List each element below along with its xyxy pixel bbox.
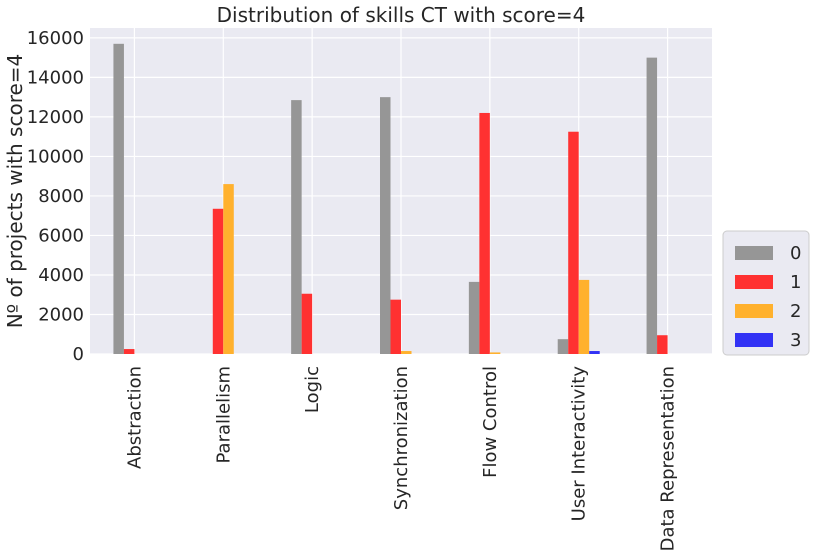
bar-1-abstraction	[124, 349, 135, 354]
bar-0-abstraction	[113, 44, 124, 354]
y-tick-label: 12000	[27, 107, 84, 128]
y-tick-label: 0	[73, 344, 84, 365]
y-tick-label: 10000	[27, 146, 84, 167]
legend-label-2: 2	[790, 301, 801, 322]
legend-label-1: 1	[790, 272, 801, 293]
y-tick-label: 2000	[38, 304, 84, 325]
x-axis: Abstraction Parallelism Logic Synchronizati…	[124, 366, 678, 552]
legend-label-0: 0	[790, 243, 801, 264]
bar-3-user-interactivity	[589, 351, 600, 354]
y-tick-label: 16000	[27, 28, 84, 49]
bar-0-logic	[291, 100, 302, 354]
y-axis-label: Nº of projects with score=4	[3, 54, 27, 329]
bar-0-data-representation	[647, 58, 658, 354]
legend-label-3: 3	[790, 330, 801, 351]
legend: 0 1 2 3	[723, 231, 809, 355]
bar-2-synchronization	[401, 351, 412, 354]
y-tick-label: 6000	[38, 225, 84, 246]
x-tick-label: Logic	[302, 366, 323, 413]
y-tick-label: 8000	[38, 186, 84, 207]
legend-swatch-0	[735, 246, 773, 260]
bar-2-flow-control	[490, 352, 501, 354]
bar-1-flow-control	[479, 113, 490, 354]
x-tick-label: User Interactivity	[569, 366, 590, 522]
bar-1-logic	[302, 294, 313, 354]
legend-swatch-3	[735, 333, 773, 347]
x-tick-label: Flow Control	[480, 366, 501, 478]
y-tick-label: 4000	[38, 265, 84, 286]
bar-0-synchronization	[380, 97, 391, 354]
bar-2-parallelism	[223, 184, 234, 354]
x-tick-label: Synchronization	[391, 366, 412, 510]
bar-0-user-interactivity	[558, 339, 569, 354]
x-tick-label: Parallelism	[213, 366, 234, 464]
legend-swatch-2	[735, 304, 773, 318]
bar-1-data-representation	[657, 335, 668, 354]
bar-1-synchronization	[391, 300, 402, 354]
y-tick-label: 14000	[27, 67, 84, 88]
bar-1-user-interactivity	[568, 132, 579, 354]
x-tick-label: Data Representation	[658, 366, 679, 551]
x-tick-label: Abstraction	[124, 366, 145, 469]
bar-1-parallelism	[213, 209, 224, 354]
y-axis: 0 2000 4000 6000 8000 10000 12000 14000 16000	[27, 28, 84, 365]
bar-0-flow-control	[469, 282, 480, 354]
bar-2-user-interactivity	[579, 280, 590, 354]
legend-swatch-1	[735, 275, 773, 289]
chart-title: Distribution of skills CT with score=4	[217, 3, 586, 27]
